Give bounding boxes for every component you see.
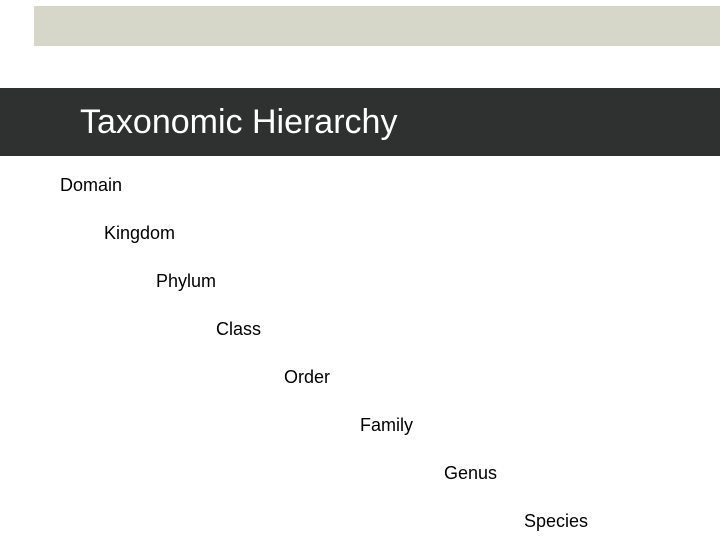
hierarchy-item-order: Order [284,367,330,388]
hierarchy-item-domain: Domain [60,175,122,196]
hierarchy-item-kingdom: Kingdom [104,223,175,244]
hierarchy-item-family: Family [360,415,413,436]
page-title: Taxonomic Hierarchy [80,103,397,142]
hierarchy-item-genus: Genus [444,463,497,484]
hierarchy-item-species: Species [524,511,588,532]
title-band: Taxonomic Hierarchy [0,88,720,156]
top-accent-band [34,6,720,46]
hierarchy-item-class: Class [216,319,261,340]
hierarchy-item-phylum: Phylum [156,271,216,292]
